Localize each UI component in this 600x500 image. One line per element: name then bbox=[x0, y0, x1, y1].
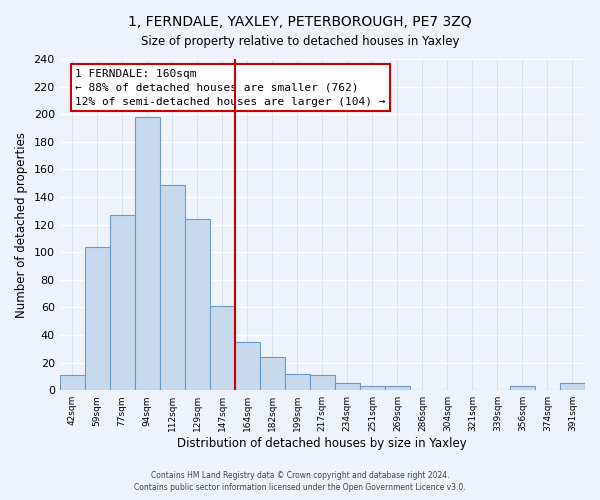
Bar bbox=[335, 384, 360, 390]
Text: 1 FERNDALE: 160sqm
← 88% of detached houses are smaller (762)
12% of semi-detach: 1 FERNDALE: 160sqm ← 88% of detached hou… bbox=[76, 69, 386, 107]
Bar bbox=[260, 357, 285, 390]
Bar bbox=[185, 219, 210, 390]
Bar bbox=[285, 374, 310, 390]
Bar bbox=[235, 342, 260, 390]
Bar bbox=[85, 246, 110, 390]
Bar bbox=[135, 117, 160, 390]
Bar bbox=[210, 306, 235, 390]
Bar bbox=[310, 375, 335, 390]
Bar bbox=[59, 375, 85, 390]
Text: 1, FERNDALE, YAXLEY, PETERBOROUGH, PE7 3ZQ: 1, FERNDALE, YAXLEY, PETERBOROUGH, PE7 3… bbox=[128, 15, 472, 29]
Bar bbox=[510, 386, 535, 390]
Bar bbox=[110, 215, 135, 390]
Y-axis label: Number of detached properties: Number of detached properties bbox=[15, 132, 28, 318]
Bar bbox=[560, 384, 585, 390]
Text: Size of property relative to detached houses in Yaxley: Size of property relative to detached ho… bbox=[141, 35, 459, 48]
Bar bbox=[385, 386, 410, 390]
Bar bbox=[160, 184, 185, 390]
Bar bbox=[360, 386, 385, 390]
X-axis label: Distribution of detached houses by size in Yaxley: Distribution of detached houses by size … bbox=[178, 437, 467, 450]
Text: Contains HM Land Registry data © Crown copyright and database right 2024.
Contai: Contains HM Land Registry data © Crown c… bbox=[134, 470, 466, 492]
